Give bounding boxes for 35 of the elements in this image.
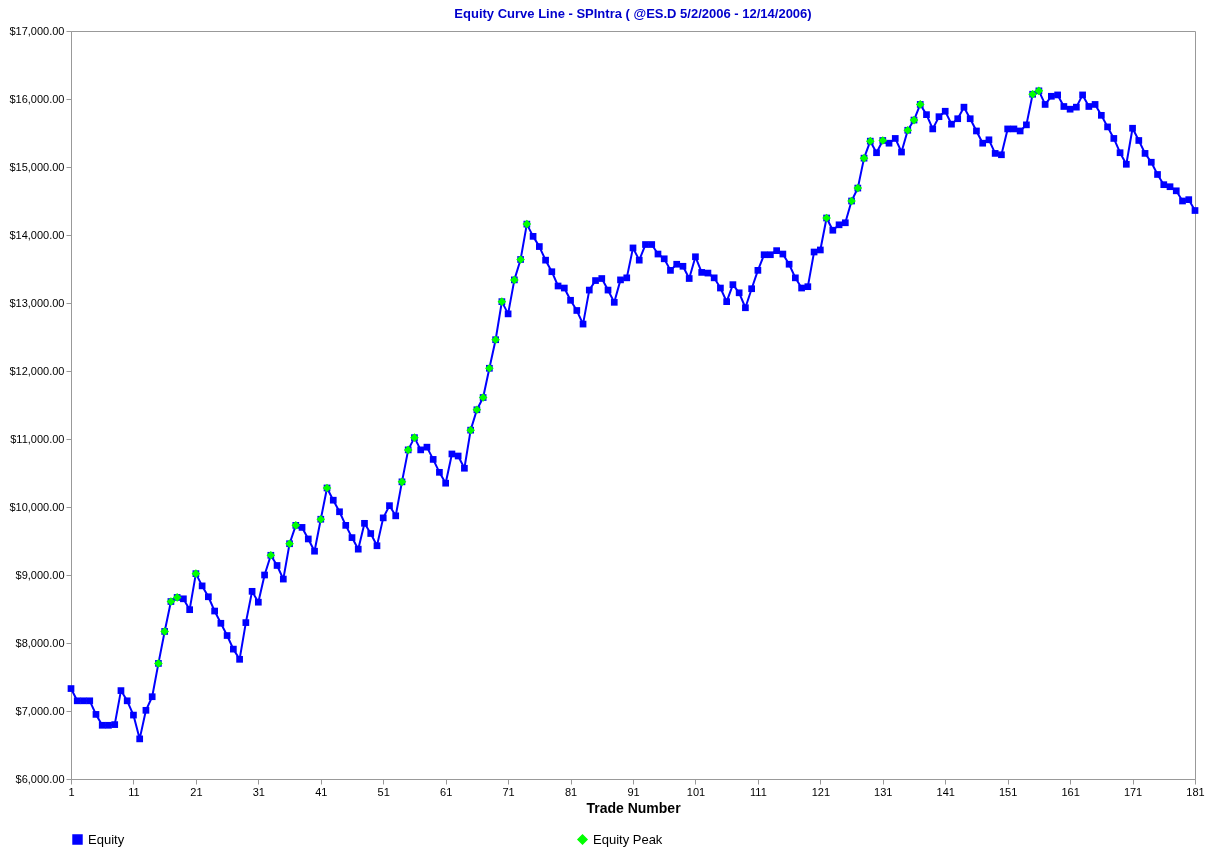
x-tick-label: 71: [502, 785, 515, 798]
x-tick-label: 121: [811, 785, 831, 798]
x-tick-label: 151: [998, 785, 1018, 798]
y-tick-label: $11,000.00: [10, 432, 65, 445]
x-tick-label: 131: [874, 785, 893, 798]
x-tick-label: 91: [627, 785, 640, 798]
x-tick-label: 171: [1123, 785, 1143, 798]
y-tick-label: $16,000.00: [9, 92, 65, 105]
x-tick-label: 31: [252, 785, 265, 798]
y-tick-label: $13,000.00: [9, 296, 65, 309]
x-tick-label: 141: [936, 785, 955, 798]
y-tick-label: $8,000.00: [15, 636, 65, 649]
y-tick-label: $17,000.00: [9, 24, 65, 37]
y-tick-label: $7,000.00: [15, 704, 65, 717]
x-tick-label: 61: [440, 785, 453, 798]
x-tick-label: 11: [128, 785, 140, 798]
y-tick-label: $10,000.00: [9, 500, 65, 513]
x-tick-label: 101: [686, 785, 706, 798]
x-tick-label: 161: [1061, 785, 1080, 798]
x-tick-label: 81: [564, 785, 578, 798]
x-tick-label: 41: [315, 785, 328, 798]
x-tick-label: 21: [190, 785, 203, 798]
y-tick-label: $9,000.00: [15, 568, 65, 581]
x-axis-title: Trade Number: [586, 799, 682, 816]
x-tick-label: 181: [1186, 785, 1205, 798]
legend-label: Equity: [88, 831, 125, 847]
y-tick-label: $12,000.00: [9, 364, 65, 377]
x-tick-label: 111: [750, 785, 767, 798]
x-tick-label: 51: [377, 785, 390, 798]
x-tick-label: 1: [68, 785, 75, 798]
legend-label: Equity Peak: [593, 831, 663, 847]
y-tick-label: $15,000.00: [9, 160, 65, 173]
chart-title: Equity Curve Line - SPIntra ( @ES.D 5/2/2006 - 12/14/2006): [454, 6, 812, 21]
y-tick-label: $14,000.00: [9, 228, 65, 241]
y-tick-label: $6,000.00: [15, 772, 65, 785]
